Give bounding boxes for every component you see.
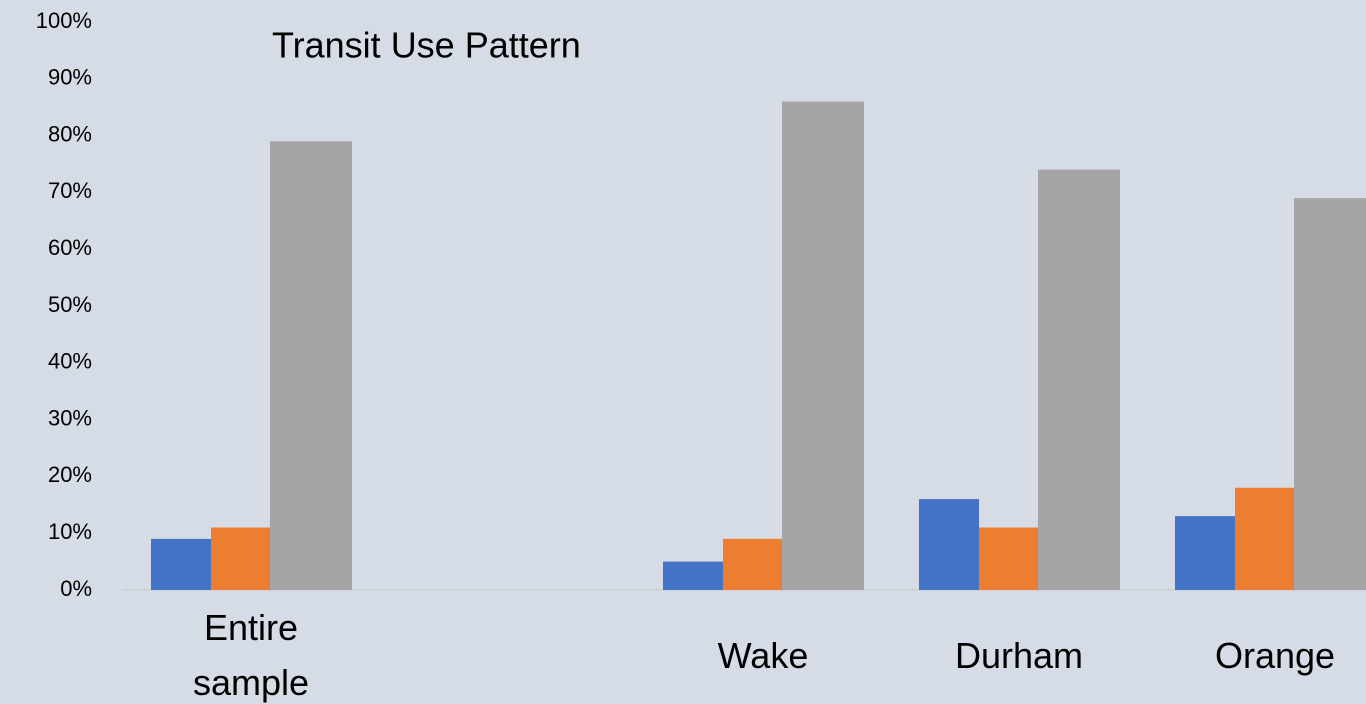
y-tick-label: 90% bbox=[48, 65, 92, 90]
x-tick-label: Orange bbox=[1214, 634, 1336, 676]
x-tick-label: Wake bbox=[717, 634, 809, 676]
bar bbox=[1175, 516, 1235, 590]
y-tick-label: 10% bbox=[48, 519, 92, 544]
y-tick-label: 50% bbox=[48, 292, 92, 317]
y-tick-label: 40% bbox=[48, 349, 92, 374]
bar bbox=[1038, 169, 1120, 590]
y-tick-label: 60% bbox=[48, 235, 92, 260]
y-tick-label: 70% bbox=[48, 178, 92, 203]
chart-title: Transit Use Pattern bbox=[272, 25, 581, 66]
y-tick-label: 80% bbox=[48, 121, 92, 146]
bar bbox=[151, 538, 211, 590]
y-tick-label: 0% bbox=[60, 576, 92, 601]
bar bbox=[1294, 198, 1366, 590]
bar bbox=[919, 499, 979, 590]
x-tick-label: Durham bbox=[954, 634, 1084, 676]
bar bbox=[723, 538, 782, 590]
bar bbox=[663, 561, 723, 590]
y-tick-label: 20% bbox=[48, 462, 92, 487]
x-tick-label: Entire sample bbox=[192, 607, 310, 703]
bar bbox=[211, 527, 270, 590]
bar bbox=[979, 527, 1038, 590]
y-tick-label: 100% bbox=[36, 8, 92, 33]
bar bbox=[270, 141, 352, 590]
bar bbox=[1235, 487, 1294, 590]
bar bbox=[782, 101, 864, 591]
y-tick-label: 30% bbox=[48, 405, 92, 430]
